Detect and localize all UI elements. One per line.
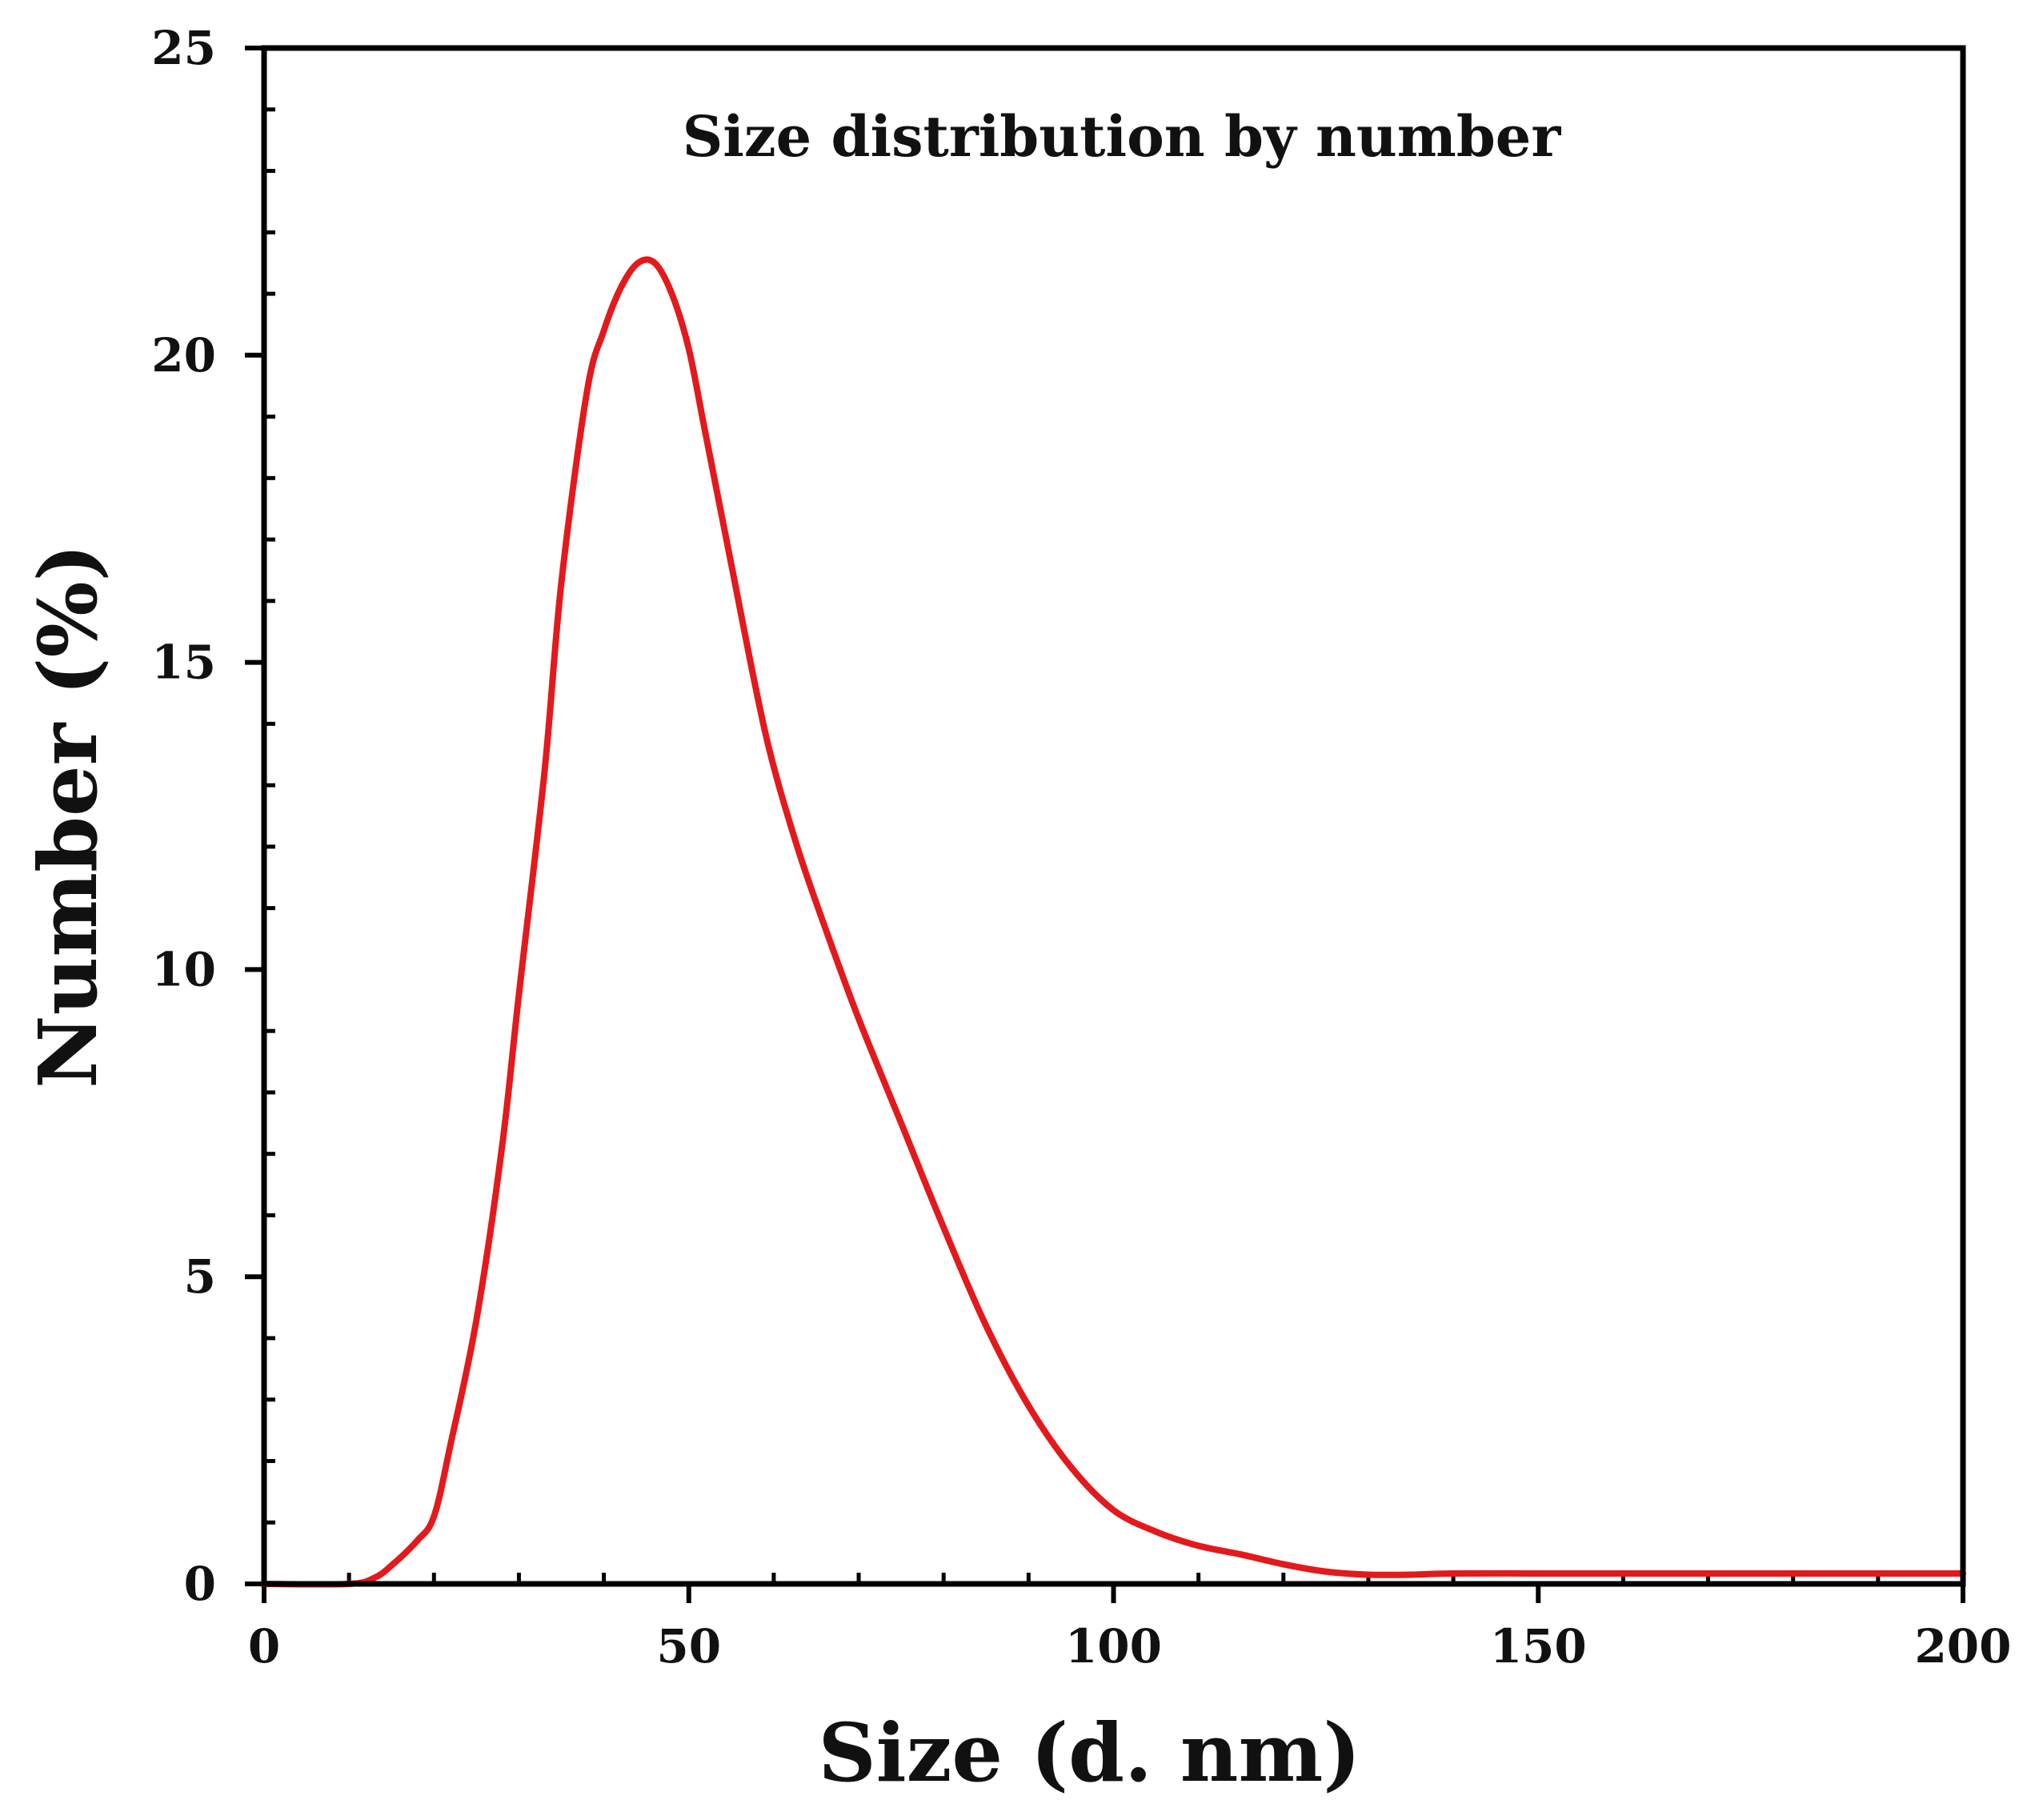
y-tick-label: 20 bbox=[151, 328, 216, 383]
x-tick-label: 200 bbox=[1914, 1619, 2011, 1674]
x-axis-title: Size (d. nm) bbox=[818, 1706, 1360, 1800]
minor-ticks bbox=[264, 107, 1881, 1584]
y-tick-label: 10 bbox=[151, 942, 216, 996]
y-tick-label: 5 bbox=[184, 1249, 216, 1304]
series-line-number-distribution bbox=[261, 256, 1966, 1588]
y-tick-label: 25 bbox=[151, 21, 216, 75]
y-axis-title: Number (%) bbox=[21, 543, 115, 1088]
y-tick-label: 0 bbox=[184, 1557, 216, 1611]
plot-frame bbox=[261, 45, 1966, 1587]
y-tick-label: 15 bbox=[151, 635, 216, 690]
x-tick-label: 50 bbox=[656, 1619, 721, 1674]
x-tick-label: 100 bbox=[1065, 1619, 1162, 1674]
chart-title: Size distribution by number bbox=[683, 103, 1562, 170]
x-tick-label: 0 bbox=[248, 1619, 280, 1674]
x-tick-label: 150 bbox=[1490, 1619, 1587, 1674]
tick-labels: 0 50 100 150 200 0 5 10 15 20 25 bbox=[151, 21, 2011, 1674]
major-ticks bbox=[245, 46, 1965, 1603]
